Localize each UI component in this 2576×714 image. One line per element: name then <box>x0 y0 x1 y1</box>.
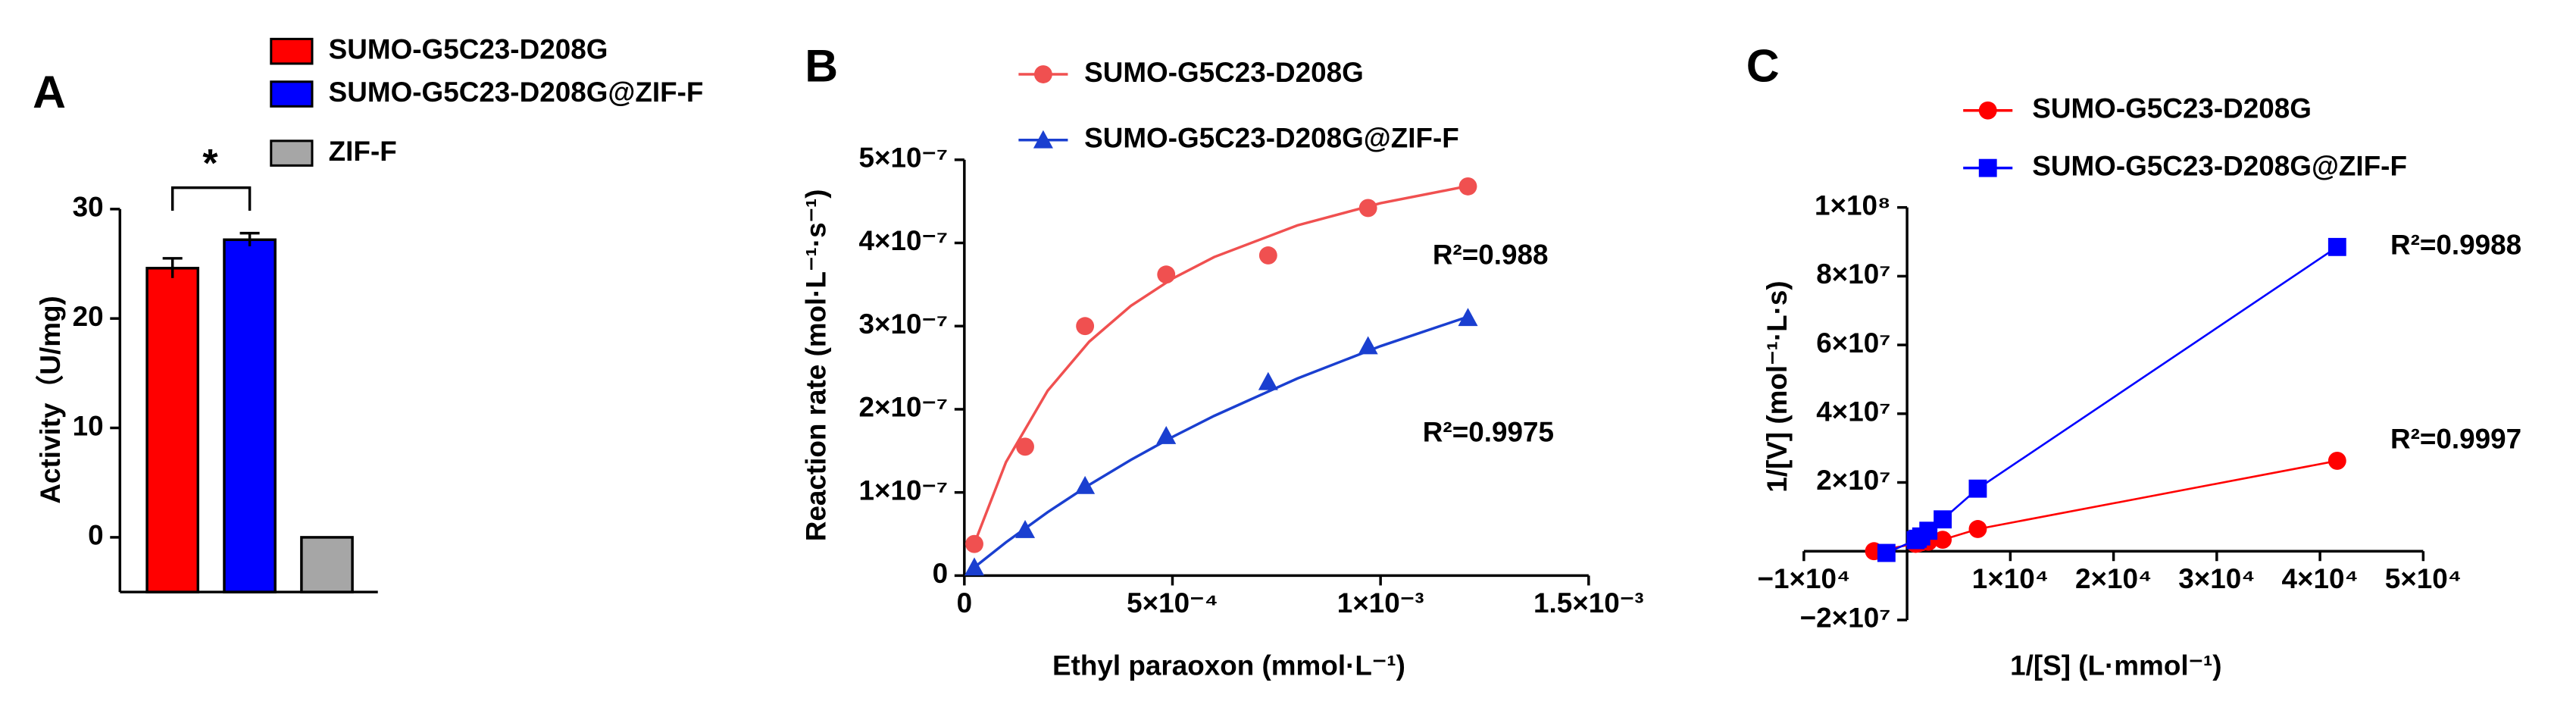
y-tick-label: 1×10⁸ <box>1815 189 1890 221</box>
y-tick-label: 10 <box>73 410 104 441</box>
y-tick-label: 0 <box>933 558 949 589</box>
y-tick-label: 0 <box>88 520 104 551</box>
legend-label: SUMO-G5C23-D208G <box>2032 92 2312 124</box>
y-axis-label: Reaction rate (mol·L⁻¹·s⁻¹) <box>801 189 832 541</box>
point <box>2327 452 2346 470</box>
x-tick-label: 1×10⁴ <box>1972 563 2049 594</box>
point <box>1076 317 1095 336</box>
y-tick-label: 6×10⁷ <box>1816 327 1890 359</box>
point <box>1015 520 1036 538</box>
annotation: R²=0.9988 <box>2390 229 2521 260</box>
x-tick-label: 3×10⁴ <box>2178 563 2255 594</box>
x-axis-label: 1/[S] (L·mmol⁻¹) <box>2010 650 2222 681</box>
point <box>1075 475 1096 494</box>
x-tick-label: 1.5×10⁻³ <box>1533 587 1644 618</box>
y-tick-label: 4×10⁻⁷ <box>858 225 948 256</box>
point <box>1157 265 1176 284</box>
x-tick-label: 1×10⁻³ <box>1337 587 1424 618</box>
annotation: R²=0.9975 <box>1423 417 1554 448</box>
point <box>1358 336 1378 355</box>
x-tick-label: 5×10⁴ <box>2385 563 2462 594</box>
y-tick-label: 1×10⁻⁷ <box>858 474 948 506</box>
panel-letter: A <box>33 66 66 117</box>
bar <box>300 536 354 593</box>
bracket <box>170 186 252 211</box>
y-tick-label: −2×10⁷ <box>1800 603 1891 634</box>
y-tick-label: 4×10⁷ <box>1816 396 1890 427</box>
point <box>1877 543 1896 562</box>
point <box>1358 199 1377 218</box>
y-axis-label: Activity（U/mg) <box>35 296 66 503</box>
x-tick-label: 4×10⁴ <box>2281 563 2358 594</box>
point <box>1968 479 1987 498</box>
point <box>1458 177 1477 196</box>
point <box>965 534 983 553</box>
fit-curve <box>971 184 1468 549</box>
point <box>1156 426 1177 444</box>
legend-label: SUMO-G5C23-D208G@ZIF-F <box>1084 123 1459 154</box>
legend-label: SUMO-G5C23-D208G@ZIF-F <box>2032 150 2407 181</box>
y-tick-label: 2×10⁻⁷ <box>858 392 948 423</box>
fit-curve <box>971 315 1469 570</box>
bar <box>145 267 200 593</box>
panel-letter: C <box>1746 40 1780 92</box>
point <box>1934 531 1952 550</box>
point <box>1016 437 1034 456</box>
y-tick-label: 30 <box>73 192 104 223</box>
legend-marker <box>1978 158 1997 177</box>
y-tick-label: 20 <box>73 301 104 332</box>
x-tick-label: 5×10⁻⁴ <box>1127 587 1218 618</box>
y-axis-label: 1/[V] (mol⁻¹·L·s) <box>1762 280 1793 492</box>
annotation: R²=0.988 <box>1433 239 1549 270</box>
y-tick-label: 5×10⁻⁷ <box>858 142 948 174</box>
annotation: * <box>202 142 218 186</box>
fit-line <box>1886 246 2338 554</box>
point <box>1458 308 1478 327</box>
point <box>1934 510 1952 529</box>
legend-marker <box>1978 101 1997 120</box>
point <box>1919 521 1938 540</box>
legend-marker <box>1033 65 1052 83</box>
x-tick-label: −1×10⁴ <box>1757 563 1850 594</box>
point <box>1258 371 1278 390</box>
legend-swatch <box>270 37 314 65</box>
y-tick-label: 3×10⁻⁷ <box>858 308 948 340</box>
panel-letter: B <box>805 40 838 92</box>
x-axis-label: Ethyl paraoxon (mmol·L⁻¹) <box>1052 650 1405 681</box>
legend-label: SUMO-G5C23-D208G <box>329 33 608 64</box>
y-tick-label: 8×10⁷ <box>1816 258 1890 290</box>
annotation: R²=0.9997 <box>2390 423 2521 454</box>
significance-bracket <box>170 186 252 211</box>
point <box>964 557 985 576</box>
x-tick-label: 0 <box>957 587 973 618</box>
point <box>2327 237 2346 256</box>
legend-label: SUMO-G5C23-D208G <box>1084 57 1364 88</box>
y-tick-label: 2×10⁷ <box>1816 465 1890 496</box>
legend-marker <box>1033 130 1053 149</box>
legend-label: ZIF-F <box>329 136 397 167</box>
bar <box>223 238 277 593</box>
legend-label: SUMO-G5C23-D208G@ZIF-F <box>329 77 704 108</box>
point <box>1968 520 1987 538</box>
x-tick-label: 2×10⁴ <box>2075 563 2152 594</box>
legend-swatch <box>270 80 314 108</box>
legend-swatch <box>270 139 314 167</box>
point <box>1258 246 1277 265</box>
